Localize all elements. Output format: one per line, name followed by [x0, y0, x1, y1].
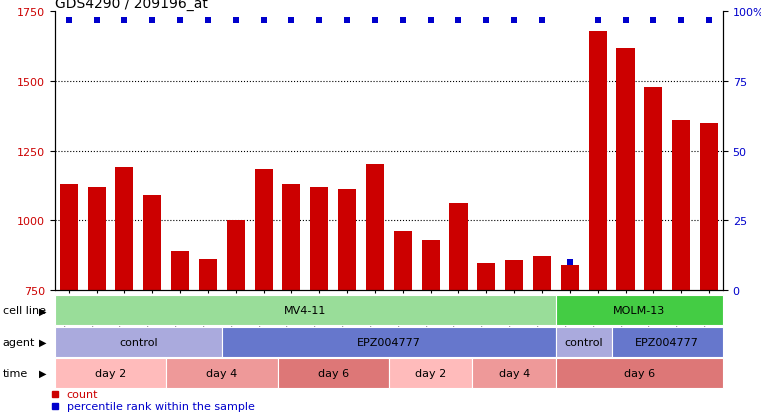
Bar	[533, 256, 551, 290]
Text: time: time	[3, 368, 28, 378]
Text: day 6: day 6	[624, 368, 655, 378]
Text: count: count	[67, 389, 98, 399]
Text: EPZ004777: EPZ004777	[357, 337, 421, 347]
Bar	[477, 263, 495, 290]
Bar	[556, 358, 723, 388]
Bar	[59, 185, 78, 290]
Bar	[672, 121, 690, 290]
Bar	[310, 187, 328, 290]
Text: percentile rank within the sample: percentile rank within the sample	[67, 401, 255, 411]
Bar	[561, 265, 579, 290]
Bar	[254, 169, 272, 290]
Text: control: control	[119, 337, 158, 347]
Text: day 4: day 4	[498, 368, 530, 378]
Text: day 2: day 2	[95, 368, 126, 378]
Bar	[171, 251, 189, 290]
Bar	[338, 190, 356, 290]
Text: GDS4290 / 209196_at: GDS4290 / 209196_at	[55, 0, 208, 12]
Bar	[199, 259, 217, 290]
Bar	[366, 165, 384, 290]
Bar	[88, 187, 106, 290]
Bar	[222, 327, 556, 357]
Text: MV4-11: MV4-11	[284, 306, 326, 316]
Bar	[450, 204, 467, 290]
Text: ▶: ▶	[40, 337, 47, 347]
Text: ▶: ▶	[40, 368, 47, 378]
Bar	[282, 185, 301, 290]
Bar	[700, 123, 718, 290]
Bar	[55, 358, 166, 388]
Bar	[505, 261, 524, 290]
Bar	[55, 327, 222, 357]
Bar	[55, 296, 556, 325]
Bar	[166, 358, 278, 388]
Bar	[389, 358, 473, 388]
Text: MOLM-13: MOLM-13	[613, 306, 666, 316]
Bar	[612, 327, 723, 357]
Text: agent: agent	[3, 337, 35, 347]
Text: day 6: day 6	[317, 368, 349, 378]
Text: EPZ004777: EPZ004777	[635, 337, 699, 347]
Bar	[473, 358, 556, 388]
Bar	[143, 196, 161, 290]
Text: day 4: day 4	[206, 368, 237, 378]
Text: ▶: ▶	[40, 306, 47, 316]
Bar	[116, 168, 133, 290]
Bar	[645, 87, 662, 290]
Bar	[227, 221, 245, 290]
Bar	[278, 358, 389, 388]
Bar	[422, 240, 440, 290]
Text: control: control	[565, 337, 603, 347]
Bar	[393, 232, 412, 290]
Text: day 2: day 2	[415, 368, 446, 378]
Text: cell line: cell line	[3, 306, 46, 316]
Bar	[616, 48, 635, 290]
Bar	[556, 327, 612, 357]
Bar	[588, 32, 607, 290]
Bar	[556, 296, 723, 325]
